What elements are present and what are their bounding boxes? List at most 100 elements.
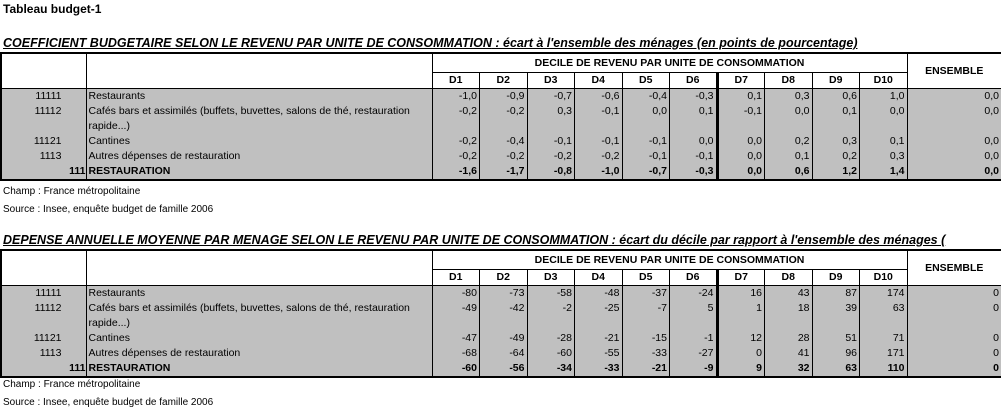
cell-d2: -1,7: [479, 164, 527, 180]
cell-ensemble: 0,0: [906, 164, 1001, 180]
table-row: 11112 Cafés bars et assimilés (buffets, b…: [1, 104, 1001, 134]
decile-header: D9: [811, 72, 860, 89]
decile-header: D6: [669, 72, 717, 89]
decile-header: D1: [431, 72, 480, 89]
row-label: Cantines: [85, 331, 432, 346]
decile-header: D4: [574, 269, 622, 286]
cell-d4: -55: [574, 346, 622, 361]
cell-d7: -0,1: [715, 104, 765, 134]
cell-d5: -37: [621, 285, 670, 301]
decile-header: D3: [526, 72, 575, 89]
cell-d8: 0,1: [764, 149, 812, 164]
cell-d9: 0,2: [811, 149, 860, 164]
cell-d7: 16: [715, 285, 765, 301]
cell-d9: 39: [811, 301, 860, 331]
decile-header: D1: [431, 269, 480, 286]
cell-d5: -21: [621, 361, 670, 377]
cell-d3: -0,1: [526, 134, 575, 149]
cell-d7: 1: [715, 301, 765, 331]
row-code: 1113: [1, 149, 86, 164]
cell-d10: 1,0: [859, 88, 908, 104]
cell-d4: -0,2: [574, 149, 622, 164]
cell-d8: 0,2: [764, 134, 812, 149]
header-row: DECILE DE REVENU PAR UNITE DE CONSOMMATI…: [1, 250, 1001, 286]
table-row: 111 RESTAURATION -1,6 -1,7 -0,8 -1,0 -0,7 -0,3 0…: [1, 164, 1001, 180]
decile-header: D7: [715, 269, 765, 286]
cell-ensemble: 0,0: [906, 104, 1001, 134]
cell-d2: -56: [479, 361, 527, 377]
cell-d9: 0,1: [811, 104, 860, 134]
table-row: 11111 Restaurants -1,0 -0,9 -0,7 -0,6 -0,4 -0,3…: [1, 88, 1001, 104]
cell-d1: -47: [431, 331, 480, 346]
cell-d3: -60: [526, 346, 575, 361]
code-header: [1, 53, 86, 89]
decile-header: D2: [479, 72, 527, 89]
row-code: 11112: [1, 301, 86, 331]
cell-d5: -0,1: [621, 149, 670, 164]
cell-d1: -60: [431, 361, 480, 377]
cell-d2: -42: [479, 301, 527, 331]
cell-d1: -0,2: [431, 134, 480, 149]
cell-d10: 171: [859, 346, 908, 361]
row-label: Restaurants: [85, 285, 432, 301]
cell-d10: 0,1: [859, 134, 908, 149]
cell-d3: -0,8: [526, 164, 575, 180]
cell-d5: -7: [621, 301, 670, 331]
cell-d10: 1,4: [859, 164, 908, 180]
cell-d4: -1,0: [574, 164, 622, 180]
cell-d9: 63: [811, 361, 860, 377]
row-label: Autres dépenses de restauration: [85, 149, 432, 164]
cell-d6: -27: [669, 346, 717, 361]
cell-d10: 174: [859, 285, 908, 301]
cell-d6: -24: [669, 285, 717, 301]
cell-d2: -0,2: [479, 149, 527, 164]
cell-d3: -0,2: [526, 149, 575, 164]
cell-d4: -25: [574, 301, 622, 331]
cell-d5: -33: [621, 346, 670, 361]
cell-d2: -0,2: [479, 104, 527, 134]
cell-d4: -0,1: [574, 104, 622, 134]
decile-header: D8: [764, 269, 812, 286]
row-code: 11111: [1, 88, 86, 104]
row-label: Restaurants: [85, 88, 432, 104]
cell-d3: -28: [526, 331, 575, 346]
cell-d2: -0,4: [479, 134, 527, 149]
decile-header: D4: [574, 72, 622, 89]
cell-d9: 96: [811, 346, 860, 361]
decile-group-header: DECILE DE REVENU PAR UNITE DE CONSOMMATI…: [431, 250, 908, 270]
cell-d9: 0,3: [811, 134, 860, 149]
decile-header: D3: [526, 269, 575, 286]
cell-d2: -64: [479, 346, 527, 361]
cell-d7: 9: [715, 361, 765, 377]
row-code: 111: [1, 164, 86, 180]
data-table: DECILE DE REVENU PAR UNITE DE CONSOMMATI…: [0, 52, 1001, 181]
row-code: 11121: [1, 331, 86, 346]
cell-d3: -0,7: [526, 88, 575, 104]
cell-ensemble: 0: [906, 361, 1001, 377]
header-row: DECILE DE REVENU PAR UNITE DE CONSOMMATI…: [1, 53, 1001, 89]
cell-d6: 0,0: [669, 134, 717, 149]
source-note: Source : Insee, enquête budget de famill…: [3, 204, 214, 215]
cell-d5: -0,1: [621, 134, 670, 149]
cell-d4: -48: [574, 285, 622, 301]
cell-d8: 0,0: [764, 104, 812, 134]
cell-ensemble: 0,0: [906, 149, 1001, 164]
page-title: Tableau budget-1: [3, 2, 102, 16]
decile-header: D10: [859, 72, 908, 89]
row-label: RESTAURATION: [85, 361, 432, 377]
cell-d9: 51: [811, 331, 860, 346]
table-row: 11121 Cantines -47 -49 -28 -21 -15 -1 12 28 51 71 0: [1, 331, 1001, 346]
cell-ensemble: 0,0: [906, 88, 1001, 104]
row-code: 1113: [1, 346, 86, 361]
cell-d4: -0,1: [574, 134, 622, 149]
cell-d10: 0,3: [859, 149, 908, 164]
cell-d3: -34: [526, 361, 575, 377]
row-label: Cafés bars et assimilés (buffets, buvett…: [85, 104, 432, 134]
row-code: 111: [1, 361, 86, 377]
cell-d1: -1,0: [431, 88, 480, 104]
cell-d3: -58: [526, 285, 575, 301]
table-subtitle: : écart du décile par rapport à l'ensemb…: [608, 233, 946, 247]
ensemble-header: ENSEMBLE: [906, 250, 1001, 286]
cell-d6: -9: [669, 361, 717, 377]
table-row: 1113 Autres dépenses de restauration -0,2-…: [1, 149, 1001, 164]
